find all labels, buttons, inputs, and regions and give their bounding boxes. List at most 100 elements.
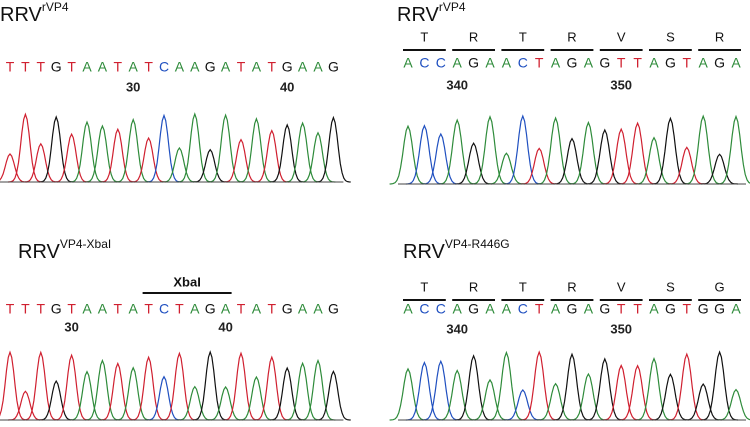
trace-peak	[0, 153, 28, 183]
base-letter: G	[714, 301, 725, 317]
trace-peak	[586, 128, 624, 185]
trace-peak	[208, 113, 243, 183]
base-letter: A	[175, 59, 185, 75]
base-letter: A	[221, 59, 231, 75]
trace-peak	[717, 114, 750, 185]
base-letter: T	[683, 301, 692, 317]
base-letter: A	[485, 55, 495, 71]
base-letter: A	[551, 301, 561, 317]
base-letter: A	[453, 55, 463, 71]
base-letter: A	[298, 301, 308, 317]
title-superscript: rVP4	[439, 0, 466, 14]
trace-peak	[553, 352, 591, 421]
trace-peak	[131, 355, 166, 421]
base-letter: A	[731, 55, 741, 71]
base-letter: A	[298, 59, 308, 75]
trace-peak	[54, 353, 89, 421]
trace-peak	[651, 116, 689, 185]
trace-peak	[300, 358, 336, 421]
trace-peak	[285, 121, 320, 183]
base-letter: G	[282, 301, 293, 317]
base-letter: G	[665, 55, 676, 71]
base-letter: A	[649, 301, 659, 317]
trace-peak	[192, 148, 228, 183]
base-letter: T	[633, 55, 642, 71]
base-letter: T	[144, 59, 153, 75]
base-letter: T	[268, 301, 277, 317]
base-letter: G	[282, 59, 293, 75]
base-letter: A	[313, 59, 323, 75]
amino-acid: S	[666, 29, 675, 44]
trace-peak	[223, 138, 259, 183]
base-letter: A	[502, 55, 512, 71]
trace-peak	[537, 382, 575, 421]
base-letter: T	[6, 301, 15, 317]
base-letter: A	[252, 301, 262, 317]
panel-title: RRVVP4-XbaI	[18, 237, 111, 263]
trace-peak	[115, 366, 151, 421]
trace-peak	[569, 120, 607, 185]
base-letter: C	[518, 55, 528, 71]
base-letter: G	[567, 55, 578, 71]
trace-peak	[389, 124, 427, 185]
trace-peak	[619, 121, 657, 185]
base-letter: A	[98, 59, 108, 75]
base-letter: G	[205, 301, 216, 317]
position-label: 30	[64, 319, 78, 334]
base-letter: G	[328, 301, 339, 317]
base-letter: G	[599, 55, 610, 71]
base-letter: T	[6, 59, 15, 75]
base-letter: A	[190, 59, 200, 75]
amino-acid: S	[666, 279, 675, 294]
trace-peak	[438, 118, 476, 185]
base-letter: G	[468, 301, 479, 317]
trace-peak	[85, 358, 120, 421]
position-label: 340	[446, 77, 468, 92]
trace-peak	[54, 132, 89, 183]
panel-title: RRVrVP4	[0, 0, 69, 26]
trace-peak	[619, 364, 657, 421]
base-letter: A	[129, 59, 139, 75]
trace-peak	[635, 136, 673, 185]
base-letter: C	[436, 301, 446, 317]
trace-peak	[405, 124, 443, 185]
base-letter: A	[82, 59, 92, 75]
title-superscript: VP4-XbaI	[60, 237, 111, 251]
trace-peak	[162, 351, 197, 421]
base-letter: A	[584, 301, 594, 317]
base-letter: A	[403, 301, 413, 317]
base-letter: G	[698, 301, 709, 317]
base-letter: T	[683, 55, 692, 71]
trace-peak	[569, 372, 607, 421]
trace-peak	[668, 146, 706, 185]
base-letter: G	[567, 301, 578, 317]
trace-peak	[177, 385, 213, 421]
base-letter: T	[535, 55, 544, 71]
title-superscript: rVP4	[42, 0, 69, 14]
trace-peak	[537, 116, 575, 185]
base-letter: A	[221, 301, 231, 317]
base-letter: C	[419, 55, 429, 71]
trace-peak	[651, 372, 689, 421]
title-text: RRV	[0, 4, 43, 26]
base-letter: G	[599, 301, 610, 317]
trace-peak	[85, 124, 120, 183]
base-letter: A	[190, 301, 200, 317]
trace-peak	[455, 142, 493, 185]
trace-peak	[553, 137, 591, 185]
position-label: 340	[446, 321, 468, 336]
base-letter: T	[237, 301, 246, 317]
trace-peak	[316, 369, 351, 421]
base-letter: A	[731, 301, 741, 317]
base-letter: G	[51, 59, 62, 75]
trace-peak	[487, 152, 525, 185]
title-superscript: VP4-R446G	[445, 237, 510, 251]
amino-acid: R	[567, 279, 576, 294]
trace-peak	[438, 369, 476, 421]
base-letter: G	[328, 59, 339, 75]
trace-peak	[115, 117, 151, 183]
